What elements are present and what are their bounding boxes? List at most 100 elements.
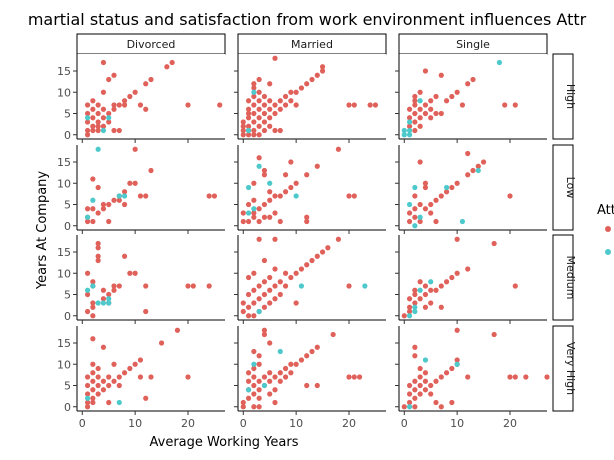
data-point-no (116, 382, 122, 389)
data-point-no (100, 115, 107, 121)
facet-row-label: High (564, 84, 577, 109)
data-point-no (251, 313, 257, 319)
data-point-no (428, 201, 434, 208)
data-point-no (412, 119, 418, 125)
data-point-no (90, 395, 96, 401)
data-point-no (454, 327, 460, 333)
data-point-no (256, 132, 262, 138)
data-point-yes (401, 127, 407, 134)
data-point-yes (251, 361, 257, 367)
data-point-yes (261, 382, 268, 389)
data-point-yes (406, 132, 413, 138)
data-point-no (417, 365, 423, 372)
data-point-no (251, 180, 257, 186)
data-point-no (95, 365, 101, 372)
data-point-no (470, 167, 476, 174)
data-point-no (412, 93, 418, 100)
data-point-no (428, 287, 434, 293)
y-tick-label: 5 (64, 108, 71, 121)
data-point-no (282, 102, 289, 108)
data-point-yes (428, 279, 434, 285)
data-point-no (433, 218, 439, 225)
data-point-no (272, 399, 278, 406)
data-point-no (272, 110, 278, 117)
data-point-no (245, 218, 252, 225)
data-point-no (251, 102, 257, 108)
data-point-no (267, 370, 273, 376)
data-point-yes (406, 119, 413, 125)
data-point-no (422, 180, 429, 186)
y-tick-label: 0 (64, 220, 71, 233)
data-point-no (84, 218, 91, 225)
data-point-no (261, 257, 268, 264)
data-point-no (245, 123, 252, 129)
data-point-yes (256, 163, 262, 169)
data-point-no (251, 132, 257, 138)
data-point-no (240, 127, 246, 134)
data-point-no (261, 127, 268, 134)
data-point-no (251, 374, 257, 380)
data-point-no (454, 180, 460, 186)
y-tick-label: 0 (64, 129, 71, 142)
data-point-no (412, 353, 418, 359)
data-point-no (95, 240, 101, 247)
data-point-no (277, 193, 283, 199)
data-point-no (406, 106, 413, 112)
data-point-no (412, 344, 418, 350)
data-point-yes (251, 206, 257, 212)
x-tick-label: 20 (503, 417, 517, 430)
data-point-no (465, 172, 471, 178)
data-point-no (288, 89, 294, 95)
data-point-no (544, 374, 550, 380)
data-point-no (267, 115, 273, 121)
facet-row-strip-very-high (552, 325, 574, 412)
data-point-no (185, 102, 191, 108)
data-point-no (116, 283, 122, 289)
data-point-no (293, 180, 299, 186)
data-point-no (422, 283, 429, 289)
data-point-no (90, 279, 96, 285)
data-point-no (256, 115, 262, 121)
data-point-no (465, 266, 471, 272)
data-point-no (256, 353, 262, 359)
facet-strip-label: Married (291, 38, 333, 51)
data-point-no (293, 102, 299, 108)
data-point-no (95, 102, 101, 108)
data-point-no (245, 132, 252, 138)
data-point-no (351, 374, 357, 380)
data-point-no (459, 102, 466, 108)
data-point-no (449, 399, 455, 406)
data-point-no (282, 365, 289, 372)
legend-key-yes (605, 249, 611, 255)
data-point-no (240, 399, 246, 406)
data-point-no (356, 374, 363, 380)
data-point-yes (412, 184, 418, 191)
data-point-no (412, 214, 418, 220)
data-point-no (143, 395, 149, 401)
data-point-no (465, 81, 471, 87)
data-point-no (406, 218, 413, 225)
data-point-no (372, 102, 379, 108)
x-tick-label: 10 (128, 417, 142, 430)
data-point-no (245, 274, 252, 281)
data-point-no (428, 300, 434, 306)
y-tick-label: 15 (57, 246, 71, 259)
data-point-no (90, 206, 96, 212)
data-point-no (335, 146, 342, 152)
data-point-no (412, 193, 418, 199)
y-tick-label: 0 (64, 310, 71, 323)
data-point-no (443, 279, 450, 285)
data-point-no (261, 327, 268, 333)
data-point-yes (412, 223, 418, 229)
data-point-no (95, 119, 101, 125)
data-point-no (95, 210, 101, 216)
panel-background (238, 326, 386, 411)
data-point-no (267, 300, 273, 306)
data-point-no (330, 331, 336, 338)
data-point-no (132, 180, 138, 186)
data-point-no (127, 93, 133, 100)
data-point-no (293, 361, 299, 367)
data-point-no (256, 106, 262, 112)
data-point-no (304, 353, 310, 359)
